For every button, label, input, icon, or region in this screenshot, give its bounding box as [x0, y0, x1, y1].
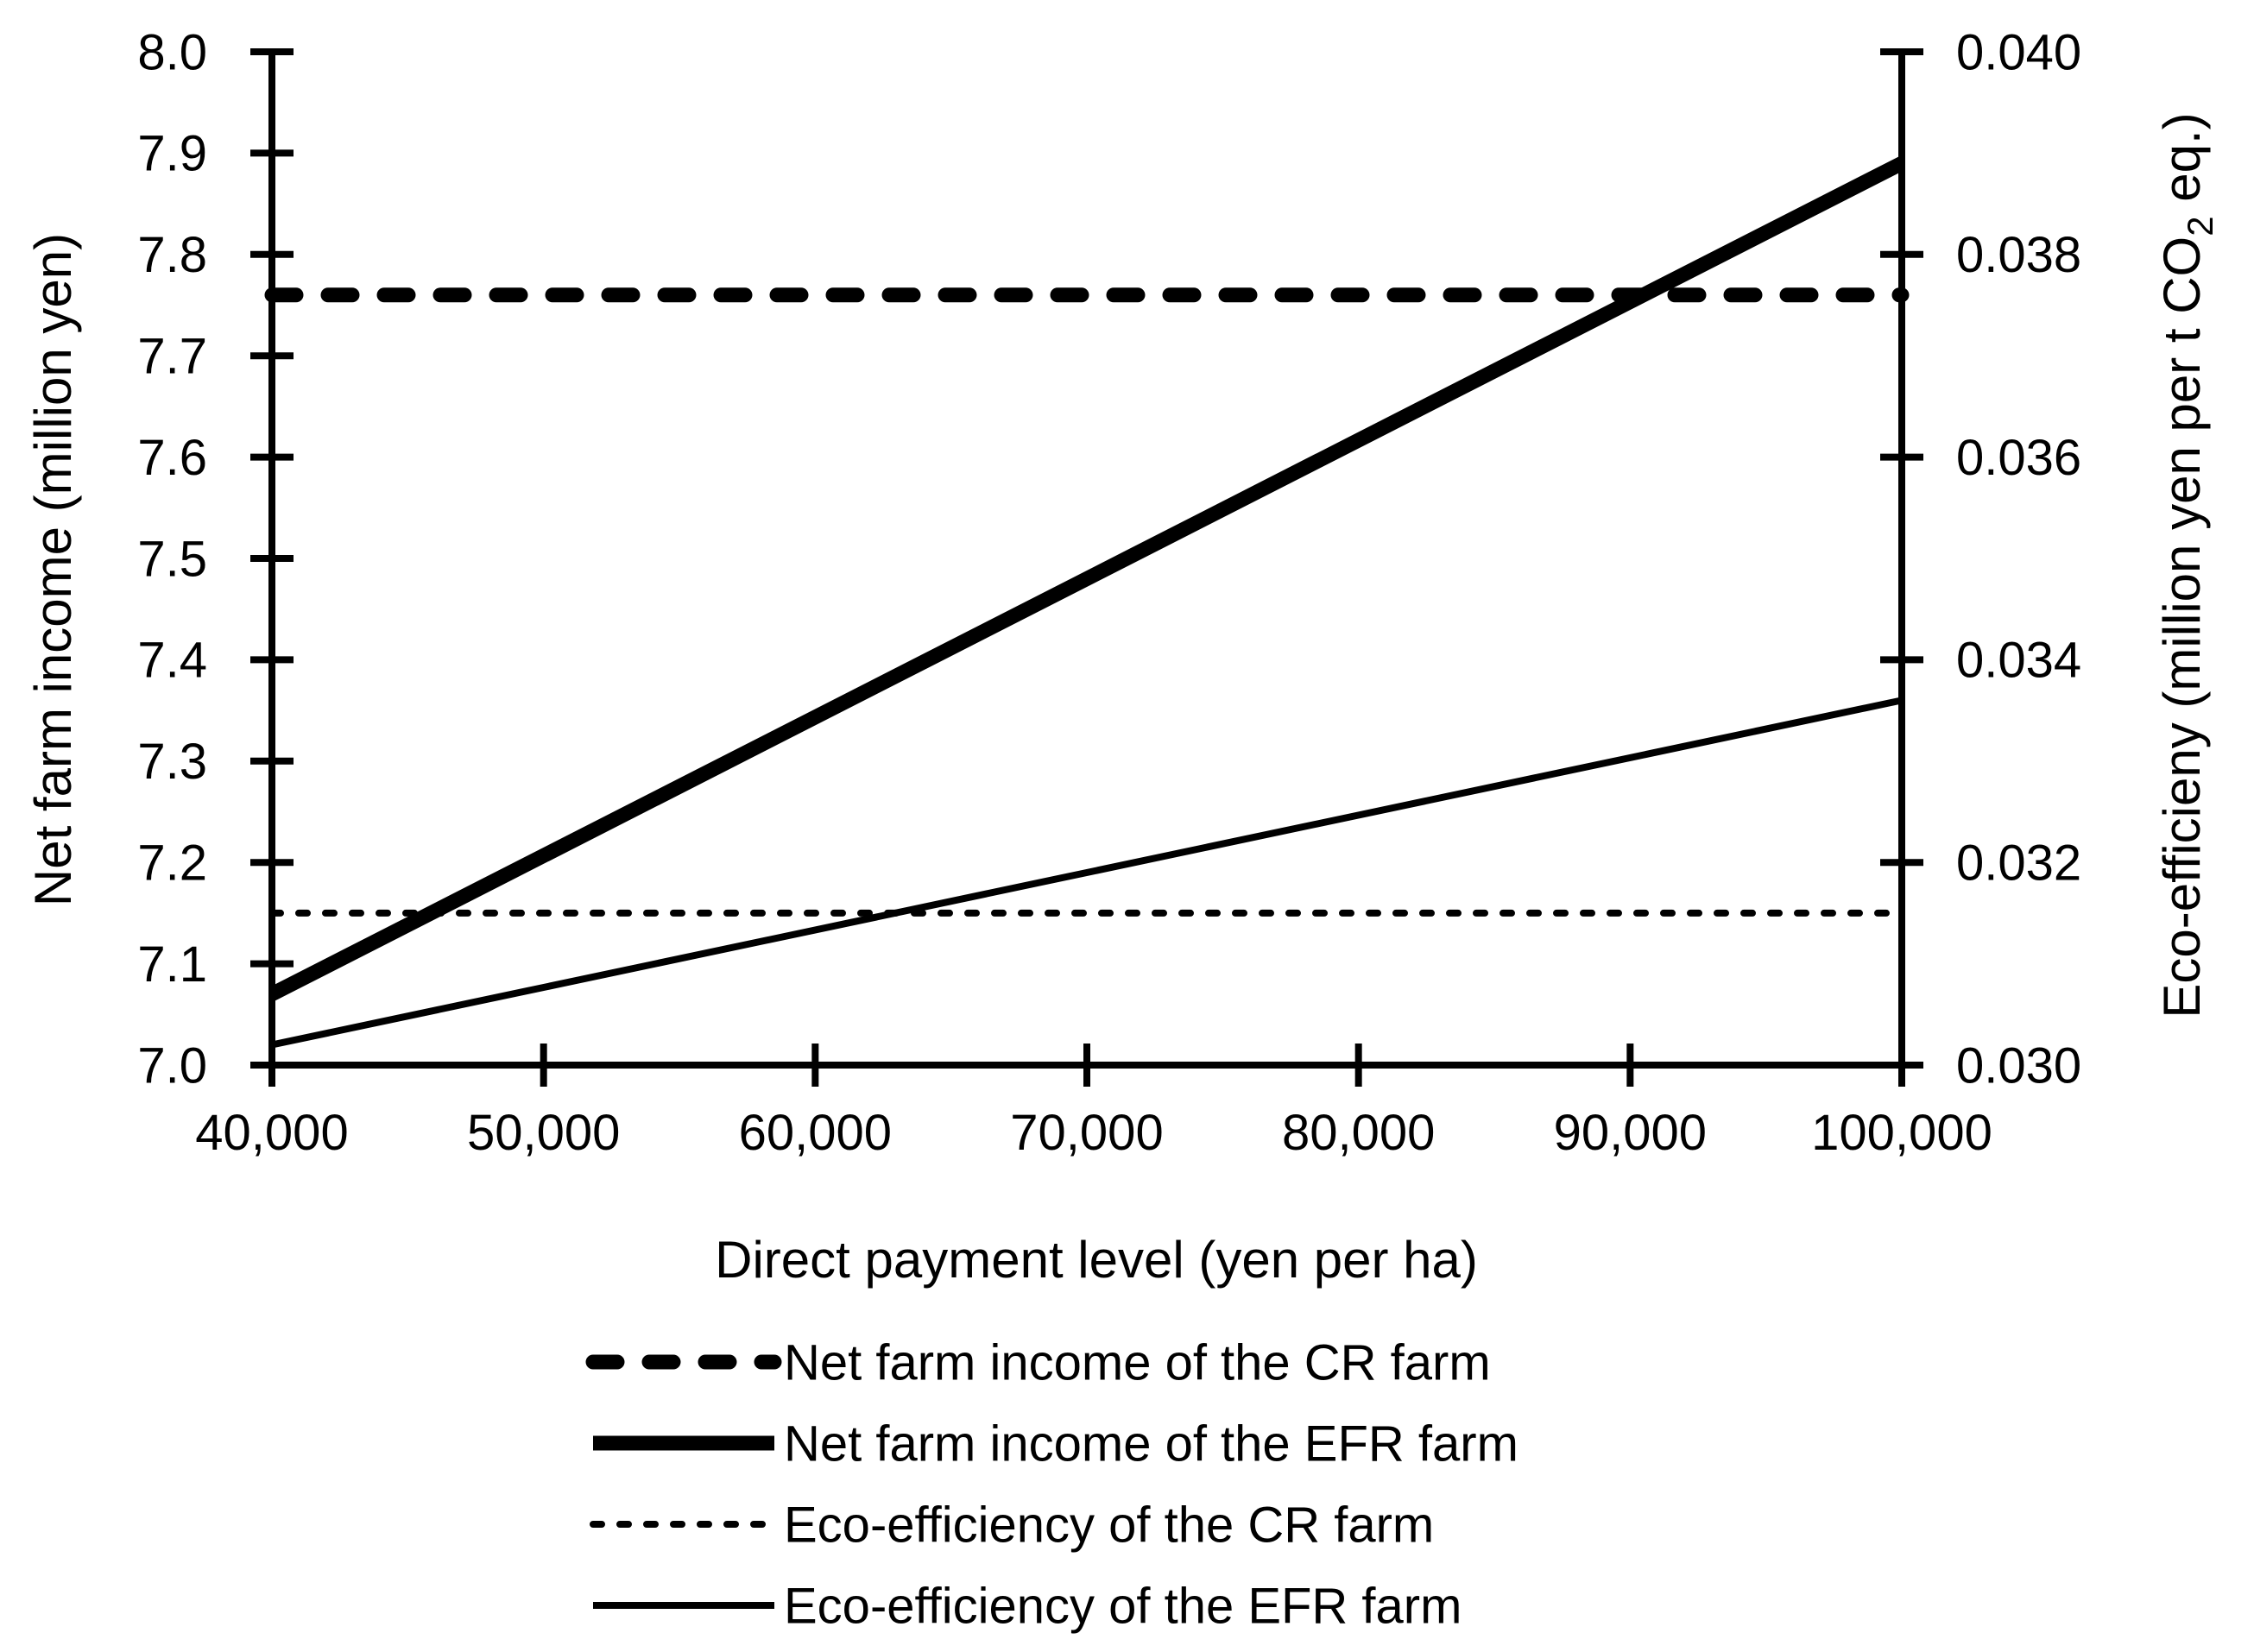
x-axis-tick-label: 80,000 — [1282, 1105, 1435, 1161]
series-lines — [264, 156, 1910, 1049]
legend-entry: Net farm income of the CR farm — [585, 1334, 1491, 1390]
legend-label: Net farm income of the CR farm — [784, 1334, 1491, 1390]
chart-legend: Net farm income of the CR farm Net farm i… — [585, 1334, 1518, 1634]
y-axis-left-tick-label: 7.7 — [137, 329, 207, 385]
y-axis-left-tick-label: 7.2 — [137, 835, 207, 892]
y-axis-right-tick-label: 0.032 — [1956, 835, 2081, 892]
x-axis-tick-label: 50,000 — [467, 1105, 620, 1161]
x-axis-tick-label: 90,000 — [1554, 1105, 1707, 1161]
y-axis-left-tick-label: 7.8 — [137, 227, 207, 283]
series-line-2 — [268, 156, 1905, 1001]
x-axis-title: Direct payment level (yen per ha) — [715, 1231, 1478, 1289]
x-axis-tick-label: 40,000 — [195, 1105, 348, 1161]
y-axis-right-title: Eco-efficieny (million yen per t CO2 eq.… — [2153, 112, 2220, 1018]
y-axis-right-tick-label: 0.034 — [1956, 633, 2081, 689]
legend-entry: Eco-efficiency of the CR farm — [590, 1497, 1434, 1553]
y-axis-left-tick-label: 7.5 — [137, 531, 207, 587]
y-axis-left-tick-label: 7.1 — [137, 936, 207, 993]
legend-label: Net farm income of the EFR farm — [784, 1416, 1518, 1472]
legend-label: Eco-efficiency of the EFR farm — [784, 1578, 1462, 1634]
y-axis-right-tick-label: 0.036 — [1956, 430, 2081, 486]
x-axis-tick-label: 100,000 — [1811, 1105, 1992, 1161]
series-line-4 — [271, 697, 1903, 1049]
y-axis-left-tick-label: 7.9 — [137, 126, 207, 182]
axes-layer: 8.0 7.9 7.8 7.7 7.6 7.5 7.4 7.3 7.2 7.1 7.0 0.040 0.… — [137, 24, 2081, 1161]
legend-label: Eco-efficiency of the CR farm — [784, 1497, 1434, 1553]
y-axis-right-tick-label: 0.030 — [1956, 1037, 2081, 1094]
legend-entry: Eco-efficiency of the EFR farm — [593, 1578, 1462, 1634]
y-axis-left-tick-label: 7.3 — [137, 734, 207, 790]
y-axis-left-tick-label: 8.0 — [137, 24, 207, 80]
y-axis-right-tick-label: 0.040 — [1956, 24, 2081, 80]
legend-entry: Net farm income of the EFR farm — [593, 1416, 1518, 1472]
x-axis-tick-label: 70,000 — [1010, 1105, 1163, 1161]
y-axis-right-tick-label: 0.038 — [1956, 227, 2081, 283]
x-axis-tick-label: 60,000 — [739, 1105, 892, 1161]
y-axis-left-tick-label: 7.0 — [137, 1037, 207, 1094]
y-axis-left-title: Net farm income (million yen) — [24, 233, 82, 906]
y-axis-left-tick-label: 7.4 — [137, 633, 207, 689]
y-axis-left-tick-label: 7.6 — [137, 430, 207, 486]
